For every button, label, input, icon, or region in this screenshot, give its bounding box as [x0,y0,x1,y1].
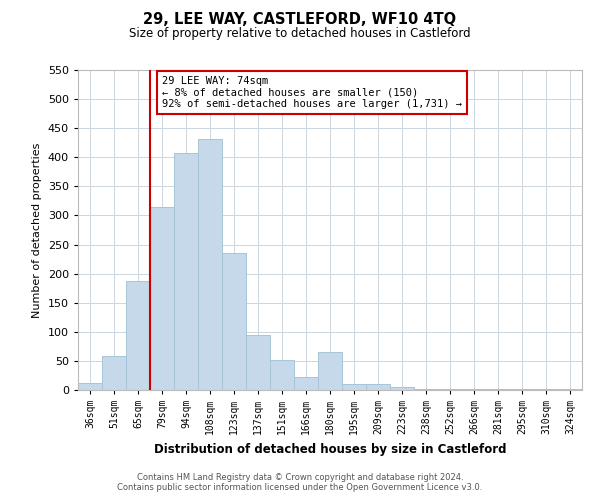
Text: 29 LEE WAY: 74sqm
← 8% of detached houses are smaller (150)
92% of semi-detached: 29 LEE WAY: 74sqm ← 8% of detached house… [162,76,462,109]
Bar [78,383,102,390]
Bar [126,280,150,390]
Bar [270,360,294,390]
Text: 29, LEE WAY, CASTLEFORD, WF10 4TQ: 29, LEE WAY, CASTLEFORD, WF10 4TQ [143,12,457,28]
Bar [246,334,270,390]
Bar [342,384,366,390]
Bar [366,384,390,390]
Bar [150,206,174,390]
Bar [294,377,318,390]
Bar [102,356,126,390]
Bar [174,152,198,390]
Text: Contains HM Land Registry data © Crown copyright and database right 2024.
Contai: Contains HM Land Registry data © Crown c… [118,473,482,492]
Bar [558,389,582,390]
X-axis label: Distribution of detached houses by size in Castleford: Distribution of detached houses by size … [154,442,506,456]
Text: Size of property relative to detached houses in Castleford: Size of property relative to detached ho… [129,28,471,40]
Bar [222,254,246,390]
Bar [198,138,222,390]
Bar [390,387,414,390]
Y-axis label: Number of detached properties: Number of detached properties [32,142,42,318]
Bar [318,352,342,390]
